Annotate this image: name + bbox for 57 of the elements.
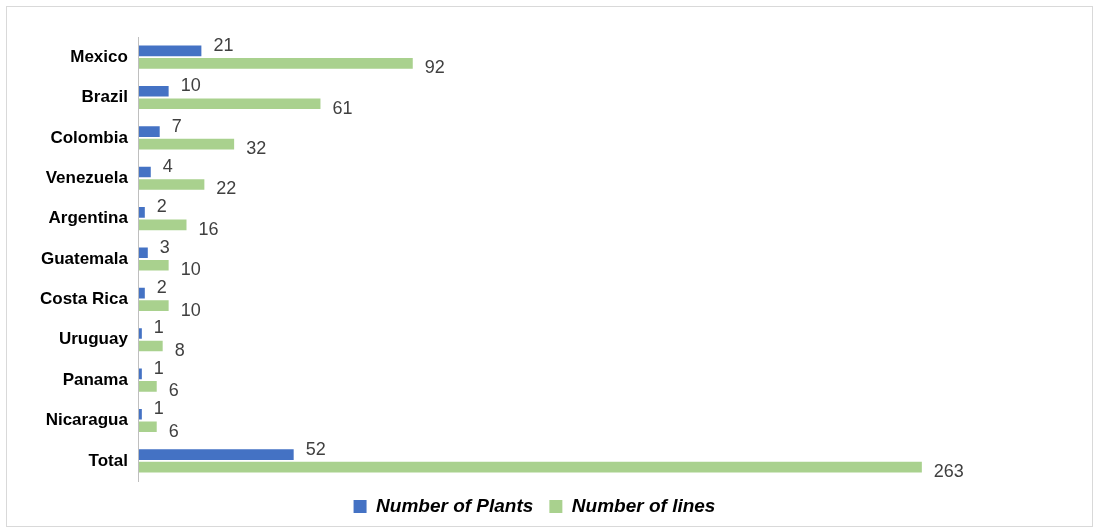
bar — [138, 300, 169, 311]
bar — [138, 328, 142, 339]
y-tick-label: Uruguay — [58, 329, 129, 349]
data-label: 10 — [180, 299, 201, 320]
data-label: 3 — [159, 236, 170, 257]
legend-label: Number of lines — [571, 494, 716, 516]
y-tick-label: Panama — [62, 369, 129, 389]
y-tick-label: Nicaragua — [45, 410, 129, 430]
data-label: 1 — [153, 398, 164, 419]
bar — [138, 287, 145, 299]
y-tick-label: Total — [88, 450, 128, 470]
data-label: 21 — [213, 34, 234, 55]
bar — [138, 247, 148, 259]
y-tick-label: Argentina — [48, 208, 129, 228]
y-tick-label: Mexico — [70, 46, 128, 66]
data-label: 263 — [933, 461, 964, 482]
bar — [138, 98, 321, 110]
y-tick-label: Brazil — [81, 87, 128, 107]
y-tick-label: Guatemala — [40, 248, 129, 268]
bar — [138, 219, 187, 231]
bar — [138, 408, 142, 420]
bar — [138, 179, 205, 190]
bar — [138, 138, 235, 150]
data-label: 52 — [305, 438, 326, 459]
data-label: 22 — [216, 178, 237, 199]
bar — [138, 85, 169, 97]
bar — [138, 166, 151, 178]
bar — [138, 58, 413, 69]
data-label: 7 — [171, 115, 182, 136]
data-label: 8 — [174, 339, 185, 360]
data-label: 10 — [180, 259, 201, 280]
bar — [138, 449, 294, 460]
data-label: 4 — [162, 155, 173, 176]
legend-label: Number of Plants — [376, 494, 534, 516]
data-label: 10 — [180, 75, 201, 96]
data-label: 1 — [153, 317, 164, 338]
bar — [138, 45, 202, 57]
y-tick-label: Venezuela — [45, 167, 129, 187]
data-label: 61 — [332, 97, 353, 118]
bar — [138, 340, 163, 352]
bar — [138, 461, 922, 473]
y-tick-label: Colombia — [50, 127, 129, 147]
bar — [138, 368, 142, 380]
data-label: 2 — [156, 196, 167, 217]
bar — [138, 259, 169, 271]
data-label: 6 — [168, 420, 179, 441]
bar — [138, 421, 157, 433]
bar — [138, 381, 157, 392]
data-label: 2 — [156, 277, 167, 298]
data-label: 92 — [424, 57, 445, 78]
y-tick-label: Costa Rica — [39, 289, 129, 309]
data-label: 16 — [198, 218, 219, 239]
bar — [138, 126, 160, 137]
data-label: 1 — [153, 357, 164, 378]
bar — [138, 207, 145, 218]
data-label: 6 — [168, 380, 179, 401]
data-label: 32 — [246, 138, 267, 159]
